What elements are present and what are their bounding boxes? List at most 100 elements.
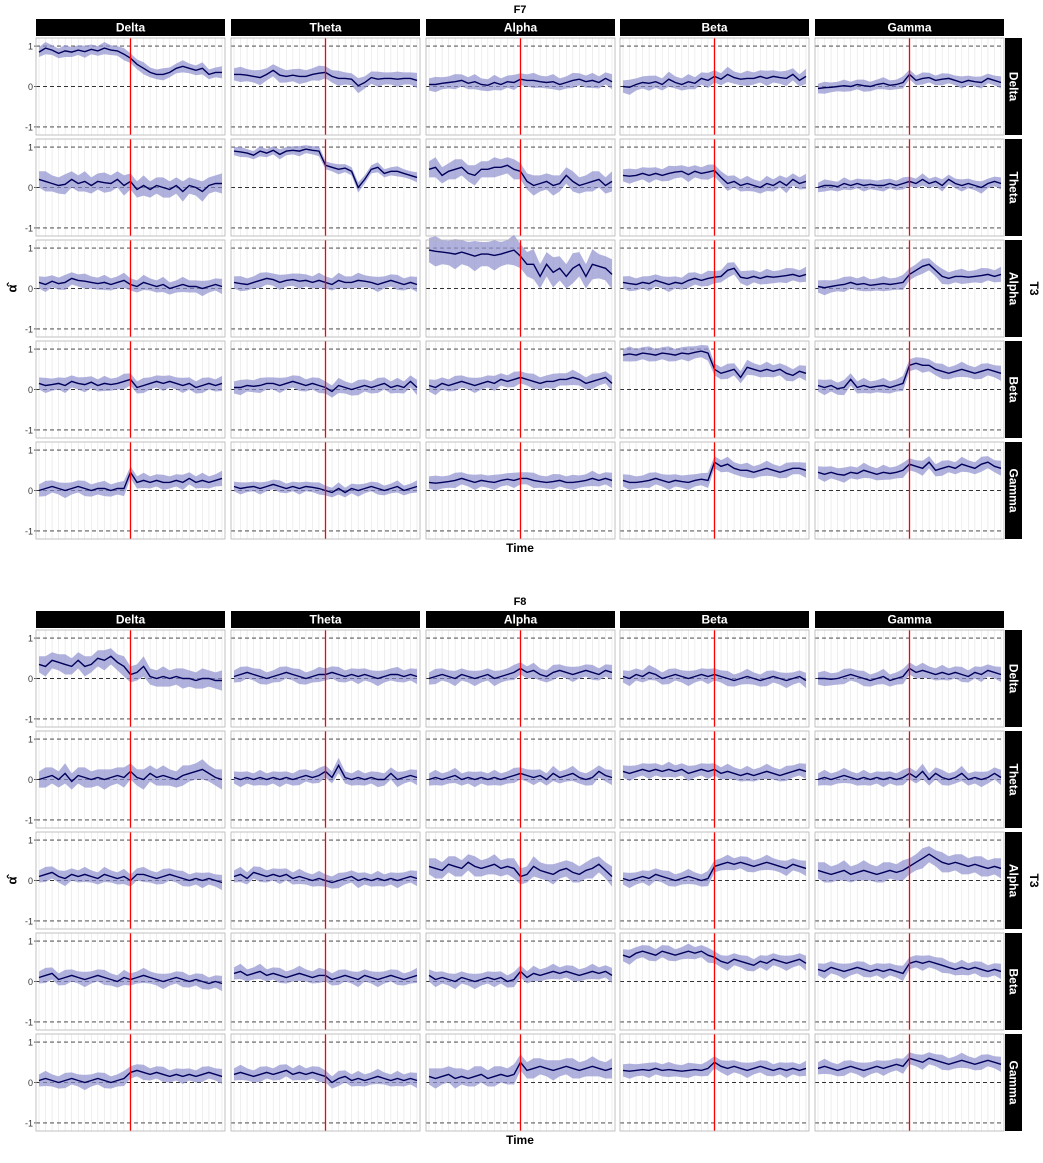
panel-alpha-theta xyxy=(230,239,421,338)
panel-border xyxy=(425,138,616,237)
column-strip-label: Gamma xyxy=(887,613,931,627)
confidence-band xyxy=(234,64,417,94)
y-tick-label: -1 xyxy=(25,122,33,132)
row-strip-label: Beta xyxy=(1007,376,1021,402)
row-strip xyxy=(1005,630,1022,727)
panel-border xyxy=(619,441,810,540)
row-strip xyxy=(1005,341,1022,438)
y-tick-label: 0 xyxy=(28,977,33,987)
row-strip-label: Alpha xyxy=(1007,272,1021,306)
panel-border xyxy=(230,730,421,829)
panel-delta-alpha xyxy=(425,629,616,728)
row-strip xyxy=(1005,933,1022,1030)
panel-border xyxy=(619,37,810,136)
y-tick-label: 1 xyxy=(28,634,33,644)
column-strip-label: Delta xyxy=(116,21,146,35)
y-tick-label: -1 xyxy=(25,526,33,536)
x-axis-label: Time xyxy=(506,541,534,555)
panel-border xyxy=(35,1033,226,1132)
panel-border xyxy=(35,37,226,136)
panel-alpha-gamma xyxy=(814,239,1005,338)
column-strip xyxy=(426,19,615,36)
column-strip xyxy=(36,611,225,628)
panel-border xyxy=(425,1033,616,1132)
confidence-band xyxy=(429,1054,612,1089)
panel-beta-alpha xyxy=(425,932,616,1031)
panel-border xyxy=(619,932,810,1031)
column-strip xyxy=(36,19,225,36)
y-tick-label: 1 xyxy=(28,244,33,254)
y-tick-label: 1 xyxy=(28,836,33,846)
panel-border xyxy=(425,932,616,1031)
panel-theta-alpha xyxy=(425,138,616,237)
panel-border xyxy=(619,730,810,829)
y-tick-label: 0 xyxy=(28,385,33,395)
panel-border xyxy=(230,37,421,136)
y-tick-label: -1 xyxy=(25,714,33,724)
figure-title: F8 xyxy=(514,596,527,608)
column-strip-label: Theta xyxy=(309,613,341,627)
panel-beta-alpha xyxy=(425,340,616,439)
y-tick-label: -1 xyxy=(25,1017,33,1027)
panel-border xyxy=(35,629,226,728)
column-strip-label: Alpha xyxy=(504,21,538,35)
y-tick-label: -1 xyxy=(25,815,33,825)
panel-theta-gamma xyxy=(814,730,1005,829)
panel-gamma-beta xyxy=(619,441,810,540)
panel-alpha-theta xyxy=(230,831,421,930)
panel-gamma-delta xyxy=(35,441,226,540)
confidence-band xyxy=(39,466,222,499)
panel-delta-beta xyxy=(619,629,810,728)
row-strip-label: Delta xyxy=(1007,664,1021,694)
panel-border xyxy=(425,831,616,930)
panel-beta-gamma xyxy=(814,340,1005,439)
panel-border xyxy=(35,340,226,439)
panel-border xyxy=(619,340,810,439)
y-tick-label: 0 xyxy=(28,82,33,92)
confidence-band xyxy=(818,1052,1001,1078)
panel-beta-beta xyxy=(619,932,810,1031)
column-strip-label: Beta xyxy=(701,21,727,35)
panel-border xyxy=(814,340,1005,439)
y-tick-label: 0 xyxy=(28,876,33,886)
column-strip-label: Gamma xyxy=(887,21,931,35)
panel-delta-delta xyxy=(35,37,226,136)
y-tick-label: -1 xyxy=(25,916,33,926)
y-tick-label: -1 xyxy=(25,425,33,435)
row-strip-label: Alpha xyxy=(1007,864,1021,898)
figure-f7: F7 Delta Theta Alpha Beta Gamma Delta 1 0 -1 Theta… xyxy=(5,4,1042,555)
y-axis-label: α̂ xyxy=(5,282,20,293)
panel-beta-delta xyxy=(35,340,226,439)
panel-theta-delta xyxy=(35,730,226,829)
panel-delta-alpha xyxy=(425,37,616,136)
column-strip-label: Beta xyxy=(701,613,727,627)
column-strip-label: Theta xyxy=(309,21,341,35)
row-strip xyxy=(1005,442,1022,539)
row-strip-label: Gamma xyxy=(1007,1060,1021,1104)
panel-beta-theta xyxy=(230,340,421,439)
panel-beta-gamma xyxy=(814,932,1005,1031)
row-strip-label: Delta xyxy=(1007,72,1021,102)
panel-gamma-beta xyxy=(619,1033,810,1132)
panel-border xyxy=(425,730,616,829)
panel-gamma-alpha xyxy=(425,441,616,540)
y-tick-label: 1 xyxy=(28,446,33,456)
panel-gamma-gamma xyxy=(814,1033,1005,1132)
panel-beta-theta xyxy=(230,932,421,1031)
panel-border xyxy=(619,138,810,237)
row-strip xyxy=(1005,1034,1022,1131)
panel-border xyxy=(814,239,1005,338)
panel-theta-theta xyxy=(230,730,421,829)
y-tick-label: -1 xyxy=(25,324,33,334)
panel-theta-beta xyxy=(619,730,810,829)
panel-border xyxy=(425,441,616,540)
panel-border xyxy=(35,239,226,338)
column-strip xyxy=(231,19,420,36)
panel-border xyxy=(35,441,226,540)
panel-theta-gamma xyxy=(814,138,1005,237)
panel-border xyxy=(230,239,421,338)
y-tick-label: 1 xyxy=(28,1038,33,1048)
confidence-band xyxy=(623,164,806,194)
panel-delta-gamma xyxy=(814,629,1005,728)
panel-alpha-delta xyxy=(35,239,226,338)
